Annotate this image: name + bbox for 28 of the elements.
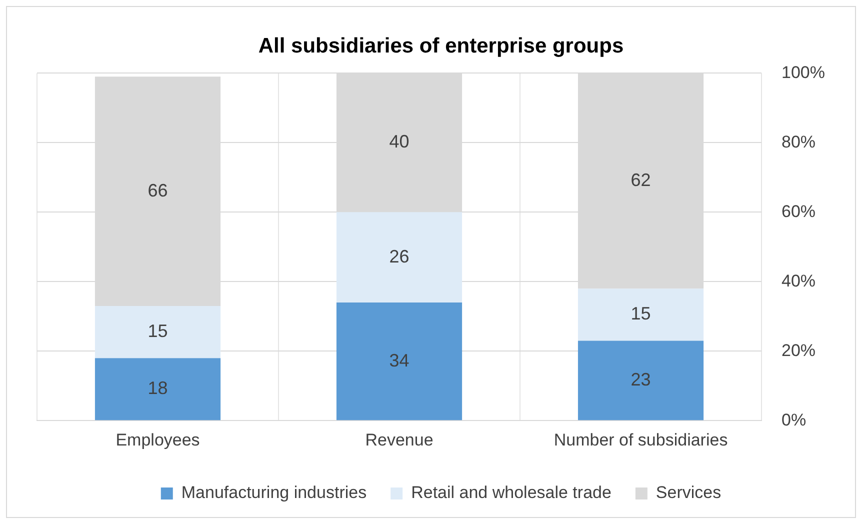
bar <box>336 212 462 302</box>
data-label: 18 <box>148 378 168 398</box>
y-tick-label: 60% <box>782 202 816 221</box>
data-label: 26 <box>389 246 410 266</box>
data-label: 15 <box>630 304 651 324</box>
data-label: 15 <box>148 320 168 341</box>
data-label: 62 <box>630 170 651 190</box>
x-tick-label: Number of subsidiaries <box>554 430 728 450</box>
legend-label: Retail and wholesale trade <box>411 483 612 502</box>
data-label: 34 <box>389 350 410 370</box>
data-label: 23 <box>630 369 651 390</box>
y-tick-label: 20% <box>782 340 816 360</box>
legend-label: Services <box>656 483 722 502</box>
data-label: 66 <box>148 180 168 200</box>
bar <box>94 306 221 358</box>
bar <box>94 358 221 420</box>
y-tick-label: 100% <box>782 62 826 82</box>
chart-title: All subsidiaries of enterprise groups <box>258 34 624 58</box>
legend-label: Manufacturing industries <box>181 483 367 502</box>
y-tick-label: 0% <box>782 410 806 430</box>
bar <box>578 340 704 420</box>
y-tick-label: 40% <box>782 271 816 290</box>
x-tick-label: Employees <box>116 430 200 450</box>
y-tick-label: 80% <box>782 132 816 152</box>
x-tick-label: Revenue <box>365 430 434 450</box>
bar <box>578 288 704 341</box>
bar <box>336 302 462 420</box>
data-label: 40 <box>389 132 410 152</box>
